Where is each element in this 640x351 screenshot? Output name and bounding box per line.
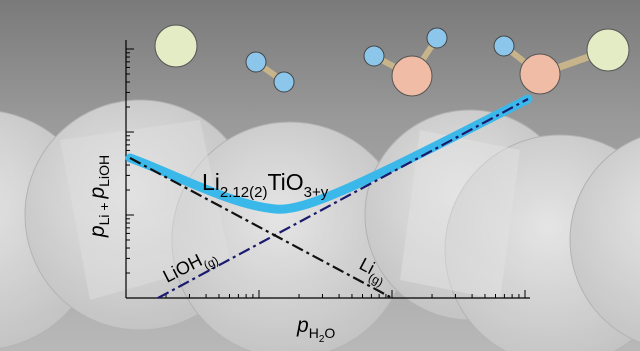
total-pressure-curve <box>125 94 533 214</box>
surface-sphere <box>569 137 640 343</box>
axes <box>125 40 530 299</box>
li-pressure-line <box>129 157 393 299</box>
lioh-molecule-icon <box>493 28 630 95</box>
surface-facet <box>60 120 230 300</box>
surface-facet <box>400 130 520 300</box>
h2-molecule-icon <box>245 51 295 93</box>
li-atom-icon <box>154 24 198 68</box>
li-line-label: Li(g) <box>354 254 391 290</box>
crystal-surface <box>0 99 640 351</box>
lioh-pressure-line <box>157 98 529 299</box>
curves <box>125 94 533 299</box>
h2o-molecule-icon <box>363 27 448 97</box>
material-label: Li2.12(2)TiO3+y <box>202 169 329 201</box>
molecules <box>154 24 630 97</box>
y-axis-label: pLi + pLiOH <box>86 155 112 238</box>
x-axis-label: pH2O <box>296 314 335 345</box>
x-axis-ticks <box>125 290 526 298</box>
